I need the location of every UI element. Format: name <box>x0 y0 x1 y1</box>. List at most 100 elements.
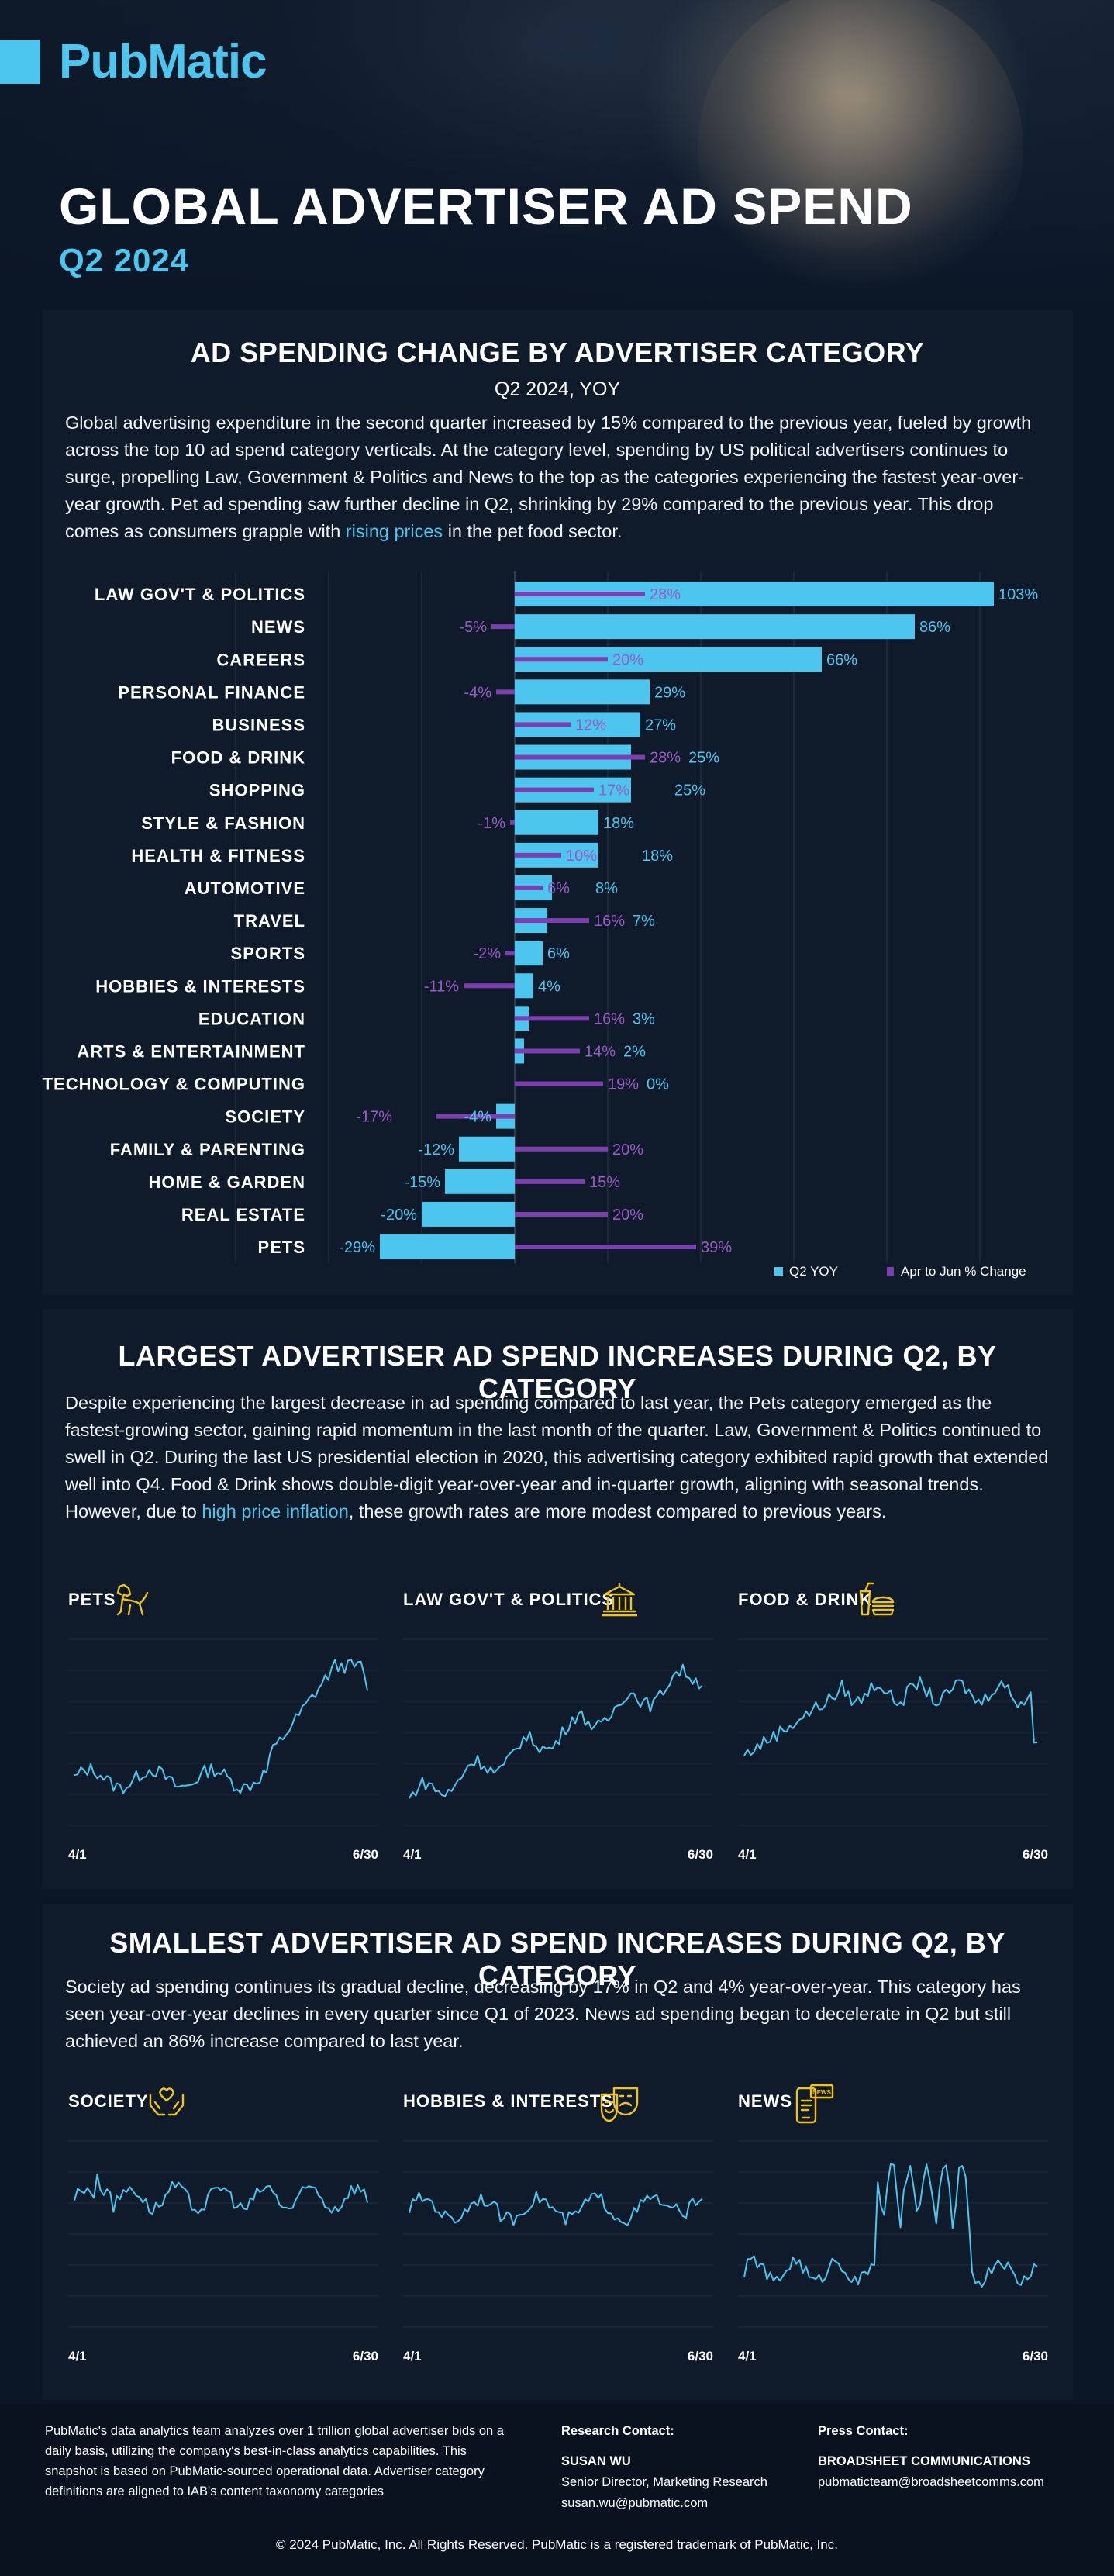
q2-yoy-value: 27% <box>645 717 676 734</box>
category-label: PERSONAL FINANCE <box>118 682 305 702</box>
page-title: GLOBAL ADVERTISER AD SPEND <box>59 178 913 235</box>
category-label: SHOPPING <box>209 781 305 800</box>
apr-jun-bar <box>515 885 543 890</box>
phone-news-icon: NEWS <box>795 2084 834 2124</box>
news-line <box>738 2140 1048 2328</box>
section1-title: AD SPENDING CHANGE BY ADVERTISER CATEGOR… <box>190 337 925 368</box>
x-axis-start: 4/1 <box>738 1847 757 1862</box>
category-label: EDUCATION <box>198 1009 305 1028</box>
apr-jun-value: 15% <box>589 1174 620 1191</box>
q2-yoy-value: 18% <box>603 815 634 832</box>
q2-yoy-value: 6% <box>547 945 570 962</box>
category-label: PETS <box>258 1238 305 1257</box>
category-label: ARTS & ENTERTAINMENT <box>77 1041 305 1061</box>
apr-jun-value: 28% <box>650 750 681 767</box>
q2-yoy-bar <box>515 614 915 640</box>
legend-q2-label: Q2 YOY <box>789 1264 838 1279</box>
category-label: HOME & GARDEN <box>149 1172 305 1192</box>
logo-mark <box>0 40 40 84</box>
x-axis-start: 4/1 <box>68 1847 87 1862</box>
apr-jun-bar <box>515 1211 608 1217</box>
apr-jun-value: 20% <box>612 1207 643 1224</box>
footer: PubMatic's data analytics team analyzes … <box>0 2404 1114 2576</box>
apr-jun-value: -2% <box>473 945 501 962</box>
apr-jun-bar <box>436 1114 515 1119</box>
apr-jun-bar <box>515 1016 589 1021</box>
q2-yoy-bar <box>459 1136 515 1162</box>
q2-yoy-value: -4% <box>464 1109 491 1126</box>
pets-line <box>68 1638 378 1826</box>
society-chart-title: SOCIETY <box>68 2091 149 2111</box>
apr-jun-bar <box>510 820 515 825</box>
apr-jun-value: -11% <box>424 978 459 995</box>
x-axis-start: 4/1 <box>68 2349 87 2364</box>
apr-jun-bar <box>515 592 645 597</box>
largest-increases-panel: LARGEST ADVERTISER AD SPEND INCREASES DU… <box>42 1309 1073 1889</box>
apr-jun-bar <box>515 1179 585 1184</box>
category-label: SPORTS <box>231 944 305 963</box>
x-axis-end: 6/30 <box>352 2349 378 2364</box>
press-email-link[interactable]: pubmaticteam@broadsheetcomms.com <box>818 2475 1044 2489</box>
apr-jun-value: -1% <box>478 815 505 832</box>
apr-jun-value: -5% <box>459 619 487 636</box>
apr-jun-bar <box>515 754 645 760</box>
section3-title: SMALLEST ADVERTISER AD SPEND INCREASES D… <box>109 1927 1005 1991</box>
category-label: NEWS <box>251 617 305 637</box>
category-label: LAW GOV'T & POLITICS <box>95 585 305 604</box>
apr-jun-value: 28% <box>650 586 681 603</box>
trend-line <box>409 2191 703 2226</box>
high-price-inflation-link[interactable]: high price inflation <box>202 1501 349 1521</box>
category-label: STYLE & FASHION <box>141 813 305 833</box>
q2-yoy-value: -12% <box>418 1141 454 1159</box>
burger-drink-icon <box>859 1582 895 1616</box>
apr-jun-bar <box>464 983 515 989</box>
research-email-link[interactable]: susan.wu@pubmatic.com <box>561 2496 709 2510</box>
apr-jun-bar <box>515 722 571 727</box>
x-axis-end: 6/30 <box>687 2349 713 2364</box>
apr-jun-bar <box>515 1081 603 1086</box>
section2-title: LARGEST ADVERTISER AD SPEND INCREASES DU… <box>118 1340 997 1404</box>
apr-jun-bar <box>496 689 515 695</box>
section1-subtitle: Q2 2024, YOY <box>494 378 621 400</box>
x-axis-start: 4/1 <box>403 1847 422 1862</box>
category-label: AUTOMOTIVE <box>185 879 305 898</box>
apr-jun-value: 20% <box>612 651 643 668</box>
legend-q2-swatch <box>774 1267 783 1276</box>
q2-yoy-value: 66% <box>826 651 857 668</box>
rising-prices-link[interactable]: rising prices <box>345 521 443 541</box>
apr-jun-bar <box>491 624 515 630</box>
section3-text: Society ad spending continues its gradua… <box>65 1977 1021 2051</box>
apr-jun-bar <box>515 1245 696 1250</box>
q2-yoy-value: 25% <box>674 782 705 799</box>
copyright: © 2024 PubMatic, Inc. All Rights Reserve… <box>276 2537 838 2552</box>
q2-yoy-bar <box>515 973 533 999</box>
q2-yoy-value: 86% <box>919 619 950 636</box>
apr-jun-value: 39% <box>701 1239 732 1256</box>
category-label: HOBBIES & INTERESTS <box>95 976 305 996</box>
apr-jun-bar <box>515 787 594 792</box>
category-label: TECHNOLOGY & COMPUTING <box>43 1075 305 1094</box>
q2-yoy-bar <box>515 810 598 835</box>
apr-jun-bar <box>515 1146 608 1152</box>
legend-apr-swatch <box>887 1267 894 1276</box>
q2-yoy-bar <box>380 1234 515 1260</box>
x-axis-start: 4/1 <box>738 2349 757 2364</box>
q2-yoy-value: 18% <box>642 848 673 865</box>
apr-jun-value: 16% <box>594 913 625 930</box>
trend-line <box>743 1676 1038 1756</box>
apr-jun-value: 17% <box>598 782 629 799</box>
pets-chart-title: PETS <box>68 1590 116 1609</box>
q2-yoy-value: 29% <box>654 684 685 701</box>
government-building-icon <box>602 1583 637 1617</box>
apr-jun-value: -17% <box>356 1109 392 1126</box>
category-label: FAMILY & PARENTING <box>110 1140 305 1159</box>
section2-text: Despite experiencing the largest decreas… <box>65 1393 1049 1521</box>
society-line <box>68 2140 378 2328</box>
apr-jun-bar <box>505 951 515 956</box>
trend-line <box>74 1659 368 1794</box>
apr-jun-value: 10% <box>566 848 597 865</box>
category-label: BUSINESS <box>212 715 305 734</box>
q2-yoy-value: -15% <box>404 1174 440 1191</box>
apr-jun-value: 20% <box>612 1141 643 1159</box>
page-subtitle: Q2 2024 <box>59 242 190 278</box>
